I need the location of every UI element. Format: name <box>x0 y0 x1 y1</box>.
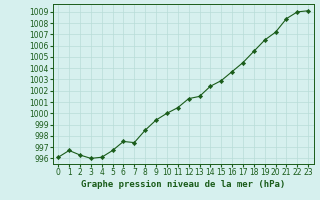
X-axis label: Graphe pression niveau de la mer (hPa): Graphe pression niveau de la mer (hPa) <box>81 180 285 189</box>
